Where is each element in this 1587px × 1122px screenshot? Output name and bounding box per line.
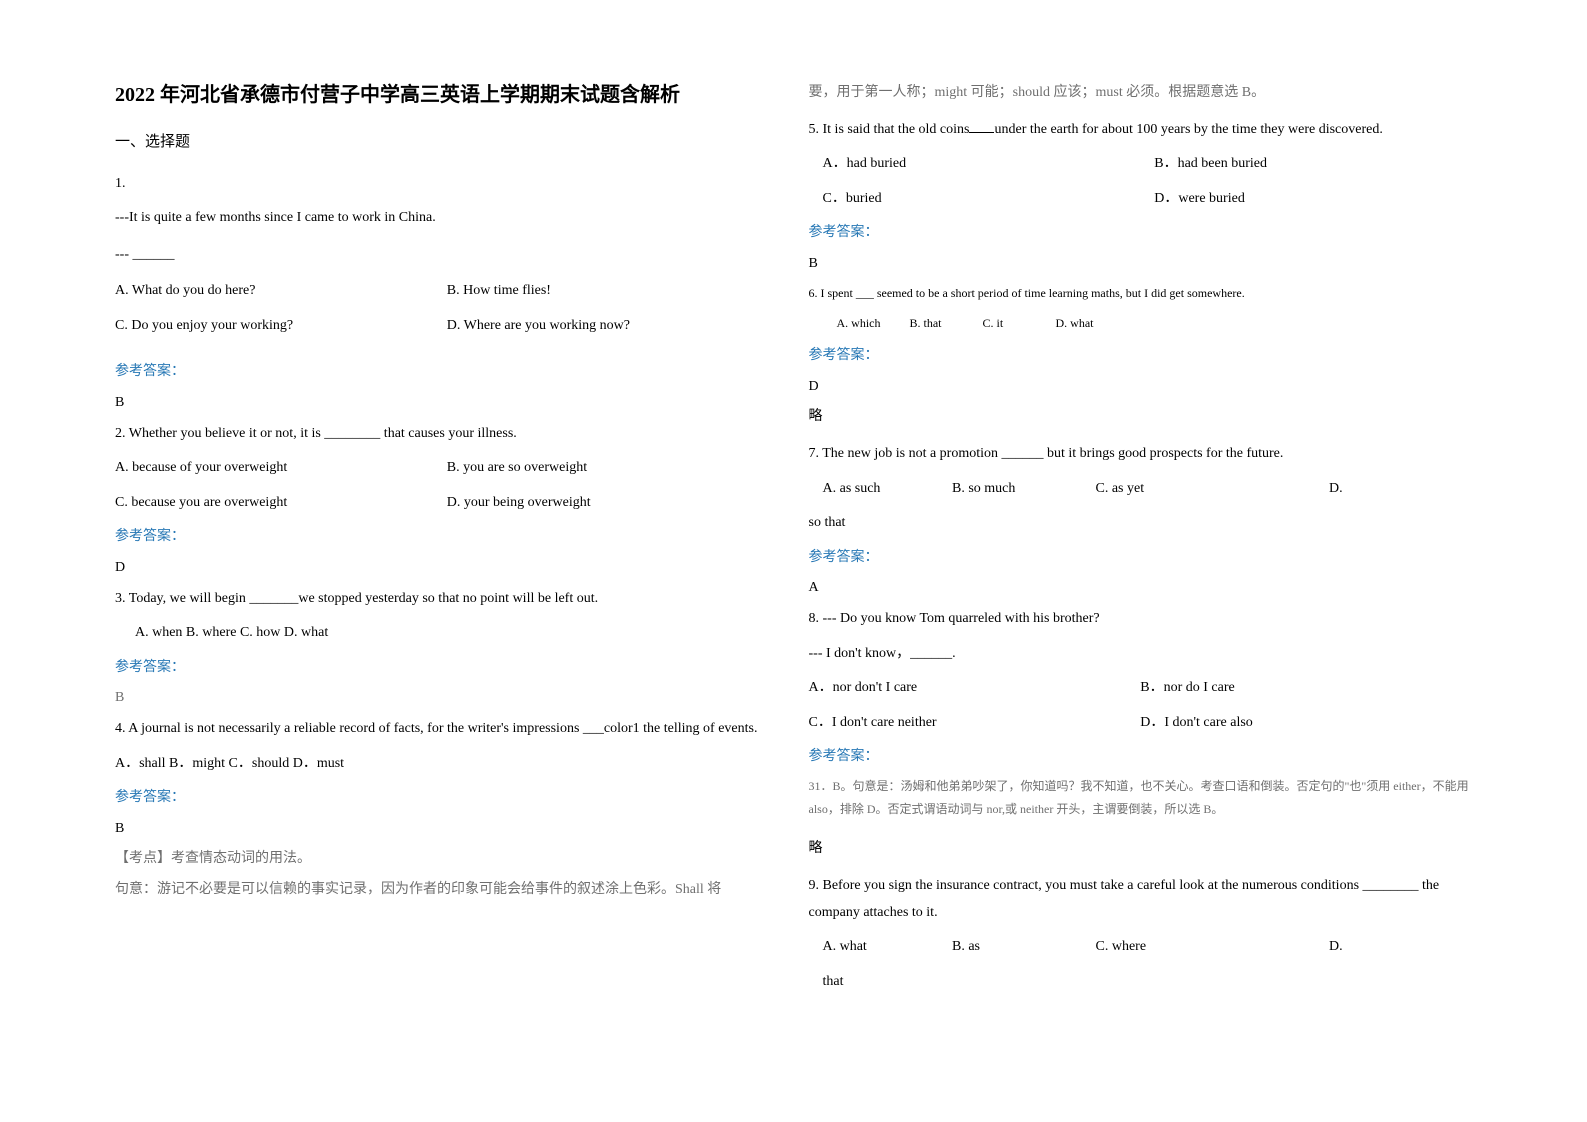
q3-options: A. when B. where C. how D. what [115,620,779,647]
q5-options-row1: A．had buried B．had been buried [809,151,1473,178]
q1-number: 1. [115,171,779,198]
q5-answer: B [809,251,1473,278]
q3-stem: 3. Today, we will begin _______we stoppe… [115,586,779,613]
q2-stem: 2. Whether you believe it or not, it is … [115,421,779,448]
q9-optC: C. where [1096,934,1326,961]
q9-options: A. what B. as C. where D. [809,934,1473,961]
q7-optB: B. so much [952,476,1092,503]
q2-optD: D. your being overweight [447,490,779,517]
q7-optA: A. as such [809,476,949,503]
q6-omit: 略 [809,404,1473,431]
q4-answer-label: 参考答案： [115,785,779,812]
q8-optC: C．I don't care neither [809,710,1141,737]
q1-optC: C. Do you enjoy your working? [115,313,447,340]
q4-stem: 4. A journal is not necessarily a reliab… [115,716,779,743]
q3-answer: B [115,685,779,712]
q8-answer-label: 参考答案： [809,744,1473,771]
q2-optA: A. because of your overweight [115,455,447,482]
q7-optD2: so that [809,510,1473,537]
q1-options-row2: C. Do you enjoy your working? D. Where a… [115,313,779,340]
q7-answer-label: 参考答案： [809,545,1473,572]
q9-optD2: that [809,969,1473,996]
q4-continuation: 要，用于第一人称；might 可能；should 应该；must 必须。根据题意… [809,80,1473,107]
q5-optB: B．had been buried [1140,151,1472,178]
q8-line1: 8. --- Do you know Tom quarreled with hi… [809,606,1473,633]
q9-optB: B. as [952,934,1092,961]
q8-optD: D．I don't care also [1140,710,1472,737]
q8-optB: B．nor do I care [1140,675,1472,702]
q1-answer: B [115,390,779,417]
q5-optA: A．had buried [809,151,1141,178]
q5-optC: C．buried [809,186,1141,213]
q1-optB: B. How time flies! [447,278,779,305]
q5-stem: 5. It is said that the old coinsunder th… [809,117,1473,144]
q8-note: 31．B。句意是：汤姆和他弟弟吵架了，你知道吗？我不知道，也不关心。考查口语和倒… [809,775,1473,821]
q6-stem: 6. I spent ___ seemed to be a short peri… [809,282,1473,305]
right-column: 要，用于第一人称；might 可能；should 应该；must 必须。根据题意… [794,80,1488,1062]
q2-answer: D [115,555,779,582]
q1-options-row1: A. What do you do here? B. How time flie… [115,278,779,305]
q9-optA: A. what [809,934,949,961]
q1-optA: A. What do you do here? [115,278,447,305]
q9-stem: 9. Before you sign the insurance contrac… [809,873,1473,926]
q1-optD: D. Where are you working now? [447,313,779,340]
q8-options-row1: A．nor don't I care B．nor do I care [809,675,1473,702]
q7-optC: C. as yet [1096,476,1326,503]
q8-optA: A．nor don't I care [809,675,1141,702]
q5-optD: D．were buried [1140,186,1472,213]
q4-options: A．shall B．might C．should D．must [115,751,779,778]
q7-optD: D. [1329,481,1343,496]
q8-options-row2: C．I don't care neither D．I don't care al… [809,710,1473,737]
q3-answer-label: 参考答案： [115,655,779,682]
q9-optD: D. [1329,939,1343,954]
q7-stem: 7. The new job is not a promotion ______… [809,441,1473,468]
q8-omit: 略 [809,836,1473,863]
section-header: 一、选择题 [115,128,779,157]
q6-optD: D. what [1042,312,1112,335]
q6-options: A. which B. that C. it D. what [809,312,1473,335]
q1-line1: ---It is quite a few months since I came… [115,205,779,232]
q4-answer: B [115,816,779,843]
q2-options-row1: A. because of your overweight B. you are… [115,455,779,482]
left-column: 2022 年河北省承德市付营子中学高三英语上学期期末试题含解析 一、选择题 1.… [100,80,794,1062]
q5-options-row2: C．buried D．were buried [809,186,1473,213]
q5-answer-label: 参考答案： [809,220,1473,247]
document-title: 2022 年河北省承德市付营子中学高三英语上学期期末试题含解析 [115,80,779,110]
q6-answer-label: 参考答案： [809,343,1473,370]
q7-answer: A [809,575,1473,602]
q4-note1: 【考点】考查情态动词的用法。 [115,846,779,873]
q6-optA: A. which [823,312,893,335]
q6-optB: B. that [896,312,966,335]
q7-options: A. as such B. so much C. as yet D. [809,476,1473,503]
q8-line2: --- I don't know，______. [809,641,1473,668]
q2-optC: C. because you are overweight [115,490,447,517]
q4-note2: 句意：游记不必要是可以信赖的事实记录，因为作者的印象可能会给事件的叙述涂上色彩。… [115,877,779,904]
q2-optB: B. you are so overweight [447,455,779,482]
q1-line2: --- ______ [115,242,779,269]
q2-options-row2: C. because you are overweight D. your be… [115,490,779,517]
q6-answer: D [809,374,1473,401]
q6-optC: C. it [969,312,1039,335]
q2-answer-label: 参考答案： [115,524,779,551]
q1-answer-label: 参考答案： [115,359,779,386]
